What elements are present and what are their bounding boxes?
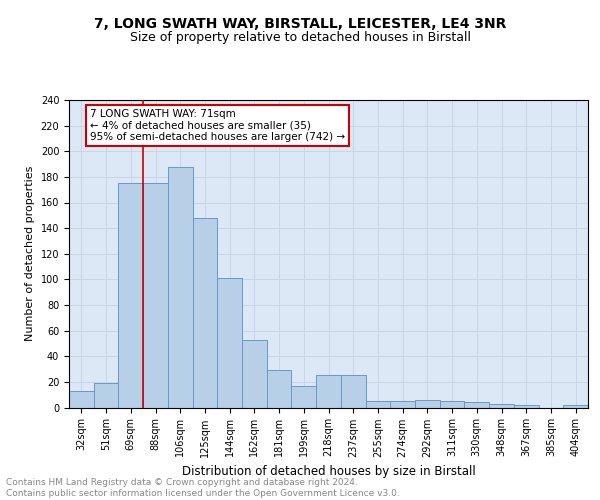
Bar <box>341 376 365 408</box>
Text: 7, LONG SWATH WAY, BIRSTALL, LEICESTER, LE4 3NR: 7, LONG SWATH WAY, BIRSTALL, LEICESTER, … <box>94 18 506 32</box>
Bar <box>69 391 94 407</box>
Bar <box>464 402 489 407</box>
Bar <box>365 401 390 407</box>
Bar <box>415 400 440 407</box>
Bar <box>514 405 539 407</box>
Bar <box>193 218 217 408</box>
Bar <box>390 401 415 407</box>
Bar <box>267 370 292 408</box>
X-axis label: Distribution of detached houses by size in Birstall: Distribution of detached houses by size … <box>182 465 475 478</box>
Bar <box>143 184 168 408</box>
Text: Size of property relative to detached houses in Birstall: Size of property relative to detached ho… <box>130 31 470 44</box>
Bar <box>292 386 316 407</box>
Text: 7 LONG SWATH WAY: 71sqm
← 4% of detached houses are smaller (35)
95% of semi-det: 7 LONG SWATH WAY: 71sqm ← 4% of detached… <box>90 109 345 142</box>
Bar <box>118 184 143 408</box>
Y-axis label: Number of detached properties: Number of detached properties <box>25 166 35 342</box>
Bar <box>489 404 514 407</box>
Bar <box>217 278 242 407</box>
Bar <box>242 340 267 407</box>
Bar <box>168 166 193 408</box>
Bar <box>563 405 588 407</box>
Bar <box>316 376 341 408</box>
Text: Contains HM Land Registry data © Crown copyright and database right 2024.
Contai: Contains HM Land Registry data © Crown c… <box>6 478 400 498</box>
Bar <box>440 401 464 407</box>
Bar <box>94 383 118 407</box>
